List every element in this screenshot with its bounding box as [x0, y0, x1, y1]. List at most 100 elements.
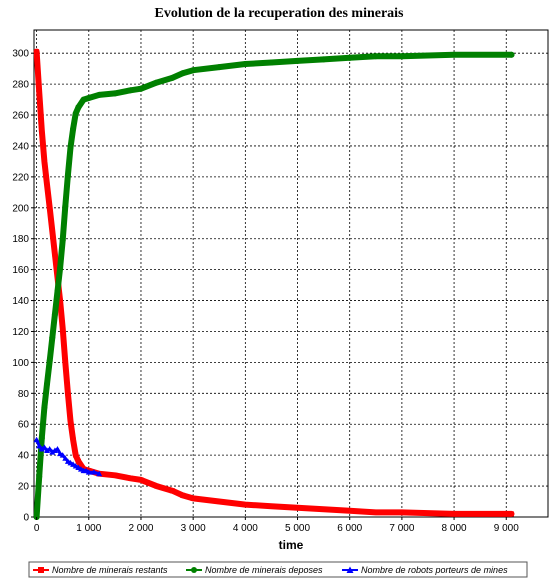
legend: [28, 561, 528, 578]
data-point: [73, 452, 79, 458]
data-point: [169, 74, 176, 81]
data-point: [44, 182, 50, 188]
data-point: [44, 381, 51, 388]
data-point: [451, 511, 457, 517]
data-point: [242, 502, 248, 508]
y-tick-label: 220: [12, 172, 29, 183]
data-point: [70, 125, 77, 132]
legend-item-robots-porteurs: Nombre de robots porteurs de mines: [342, 565, 508, 575]
data-point: [508, 511, 514, 517]
series-layer: [33, 48, 515, 520]
y-tick-label: 40: [18, 451, 30, 462]
x-tick-label: 1 000: [76, 523, 101, 534]
y-tick-label: 260: [12, 111, 29, 122]
grid-lines: [34, 30, 548, 518]
x-axis-label: time: [279, 538, 304, 552]
data-point: [36, 442, 43, 449]
series-robots-porteurs: [33, 436, 103, 477]
data-point: [62, 359, 68, 365]
data-point: [154, 483, 160, 489]
data-point: [96, 91, 103, 98]
y-tick-label: 100: [12, 358, 29, 369]
y-tick-label: 80: [18, 389, 30, 400]
legend-marker: [346, 566, 354, 573]
data-point: [85, 95, 92, 102]
data-point: [36, 473, 43, 480]
data-point: [65, 390, 71, 396]
y-tick-label: 120: [12, 327, 29, 338]
data-point: [67, 144, 74, 151]
x-tick-label: 2 000: [128, 523, 153, 534]
data-point: [38, 445, 45, 452]
data-point: [59, 237, 66, 244]
data-point: [180, 492, 186, 498]
data-point: [321, 506, 327, 512]
legend-label: Nombre de minerais deposes: [205, 565, 323, 575]
data-point: [39, 127, 45, 133]
y-axis-ticks: 0 20 40 60 80 100 120 140 160 180 200 220 240 260 280 3…: [12, 49, 34, 524]
data-point: [49, 228, 55, 234]
data-point: [57, 265, 64, 272]
data-point: [96, 470, 103, 477]
legend-label: Nombre de minerais restants: [52, 565, 168, 575]
data-point: [451, 51, 458, 58]
data-point: [54, 288, 61, 295]
data-point: [179, 70, 186, 77]
data-point: [216, 499, 222, 505]
y-tick-label: 280: [12, 80, 29, 91]
data-point: [70, 437, 76, 443]
data-point: [46, 445, 53, 452]
data-point: [91, 469, 98, 475]
data-point: [72, 110, 79, 117]
data-point: [75, 458, 81, 464]
data-point: [112, 472, 118, 478]
x-tick-label: 9 000: [494, 523, 519, 534]
data-point: [137, 85, 144, 92]
x-axis-ticks: 0 1 000 2 000 3 000 4 000 5 000 6 000 7 000 8 00…: [34, 517, 519, 534]
legend-label: Nombre de robots porteurs de mines: [361, 565, 508, 575]
data-point: [508, 51, 515, 58]
data-point: [190, 67, 197, 74]
legend-items: Nombre de minerais restants Nombre de min…: [33, 565, 508, 575]
data-point: [38, 435, 45, 442]
series-minerais-deposes: [33, 51, 515, 520]
x-tick-label: 3 000: [181, 523, 206, 534]
x-tick-label: 0: [34, 523, 40, 534]
data-point: [346, 54, 353, 61]
data-point: [295, 505, 301, 511]
data-point: [268, 503, 274, 509]
x-tick-label: 6 000: [337, 523, 362, 534]
data-point: [41, 444, 48, 450]
y-tick-label: 20: [18, 482, 30, 493]
data-point: [51, 447, 58, 454]
x-tick-label: 7 000: [389, 523, 414, 534]
y-tick-label: 140: [12, 296, 29, 307]
data-point: [268, 59, 275, 66]
data-point: [399, 509, 405, 515]
data-point: [373, 509, 379, 515]
x-tick-label: 4 000: [233, 523, 258, 534]
data-point: [216, 64, 223, 71]
data-point: [85, 469, 92, 475]
chart-title: Evolution de la recuperation des minerai…: [154, 6, 404, 21]
legend-item-minerais-deposes: Nombre de minerais deposes: [186, 565, 323, 575]
legend-marker: [191, 567, 197, 573]
y-tick-label: 0: [23, 513, 29, 524]
data-point: [51, 311, 58, 318]
data-point: [190, 495, 196, 501]
data-point: [54, 445, 61, 452]
data-point: [62, 203, 69, 210]
data-point: [294, 57, 301, 64]
data-point: [44, 447, 51, 454]
data-point: [169, 488, 175, 494]
plot-area: [33, 29, 549, 518]
data-point: [34, 49, 40, 55]
legend-marker: [38, 567, 44, 573]
data-point: [60, 325, 66, 331]
y-tick-label: 240: [12, 141, 29, 152]
data-point: [111, 90, 118, 97]
data-point: [41, 158, 47, 164]
data-point: [36, 89, 42, 95]
data-point: [68, 418, 74, 424]
